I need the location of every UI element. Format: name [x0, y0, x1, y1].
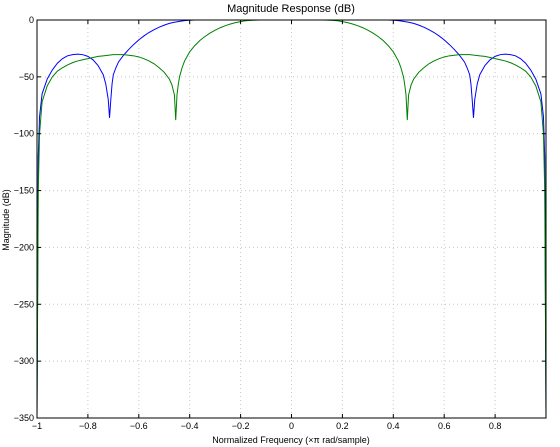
- chart-title: Magnitude Response (dB): [227, 3, 355, 15]
- tick-marks: [36, 19, 546, 419]
- y-tick-label: −250: [14, 299, 34, 309]
- x-tick-label: −0.2: [232, 421, 250, 431]
- y-tick-labels: 0 −50 −100 −150 −200 −250 −300 −350: [14, 15, 34, 423]
- x-tick-label: 0.6: [438, 421, 451, 431]
- x-axis-label: Normalized Frequency (×π rad/sample): [212, 435, 370, 445]
- x-tick-label: −0.8: [79, 421, 97, 431]
- y-tick-label: −150: [14, 186, 34, 196]
- y-tick-label: −50: [19, 72, 34, 82]
- x-tick-label: −1: [32, 421, 42, 431]
- y-tick-label: 0: [29, 15, 34, 25]
- x-tick-label: 0.4: [387, 421, 400, 431]
- x-tick-label: 0.2: [336, 421, 349, 431]
- x-tick-label: −0.4: [181, 421, 199, 431]
- y-tick-label: −300: [14, 356, 34, 366]
- x-tick-label: −0.6: [130, 421, 148, 431]
- y-axis-label: Magnitude (dB): [1, 189, 11, 251]
- grid-lines: [37, 20, 546, 418]
- y-tick-label: −350: [14, 413, 34, 423]
- x-tick-label: 0: [289, 421, 294, 431]
- y-tick-label: −200: [14, 242, 34, 252]
- x-tick-labels: −1 −0.8 −0.6 −0.4 −0.2 0 0.2 0.4 0.6 0.8: [32, 421, 501, 431]
- y-tick-label: −100: [14, 129, 34, 139]
- x-tick-label: 0.8: [489, 421, 502, 431]
